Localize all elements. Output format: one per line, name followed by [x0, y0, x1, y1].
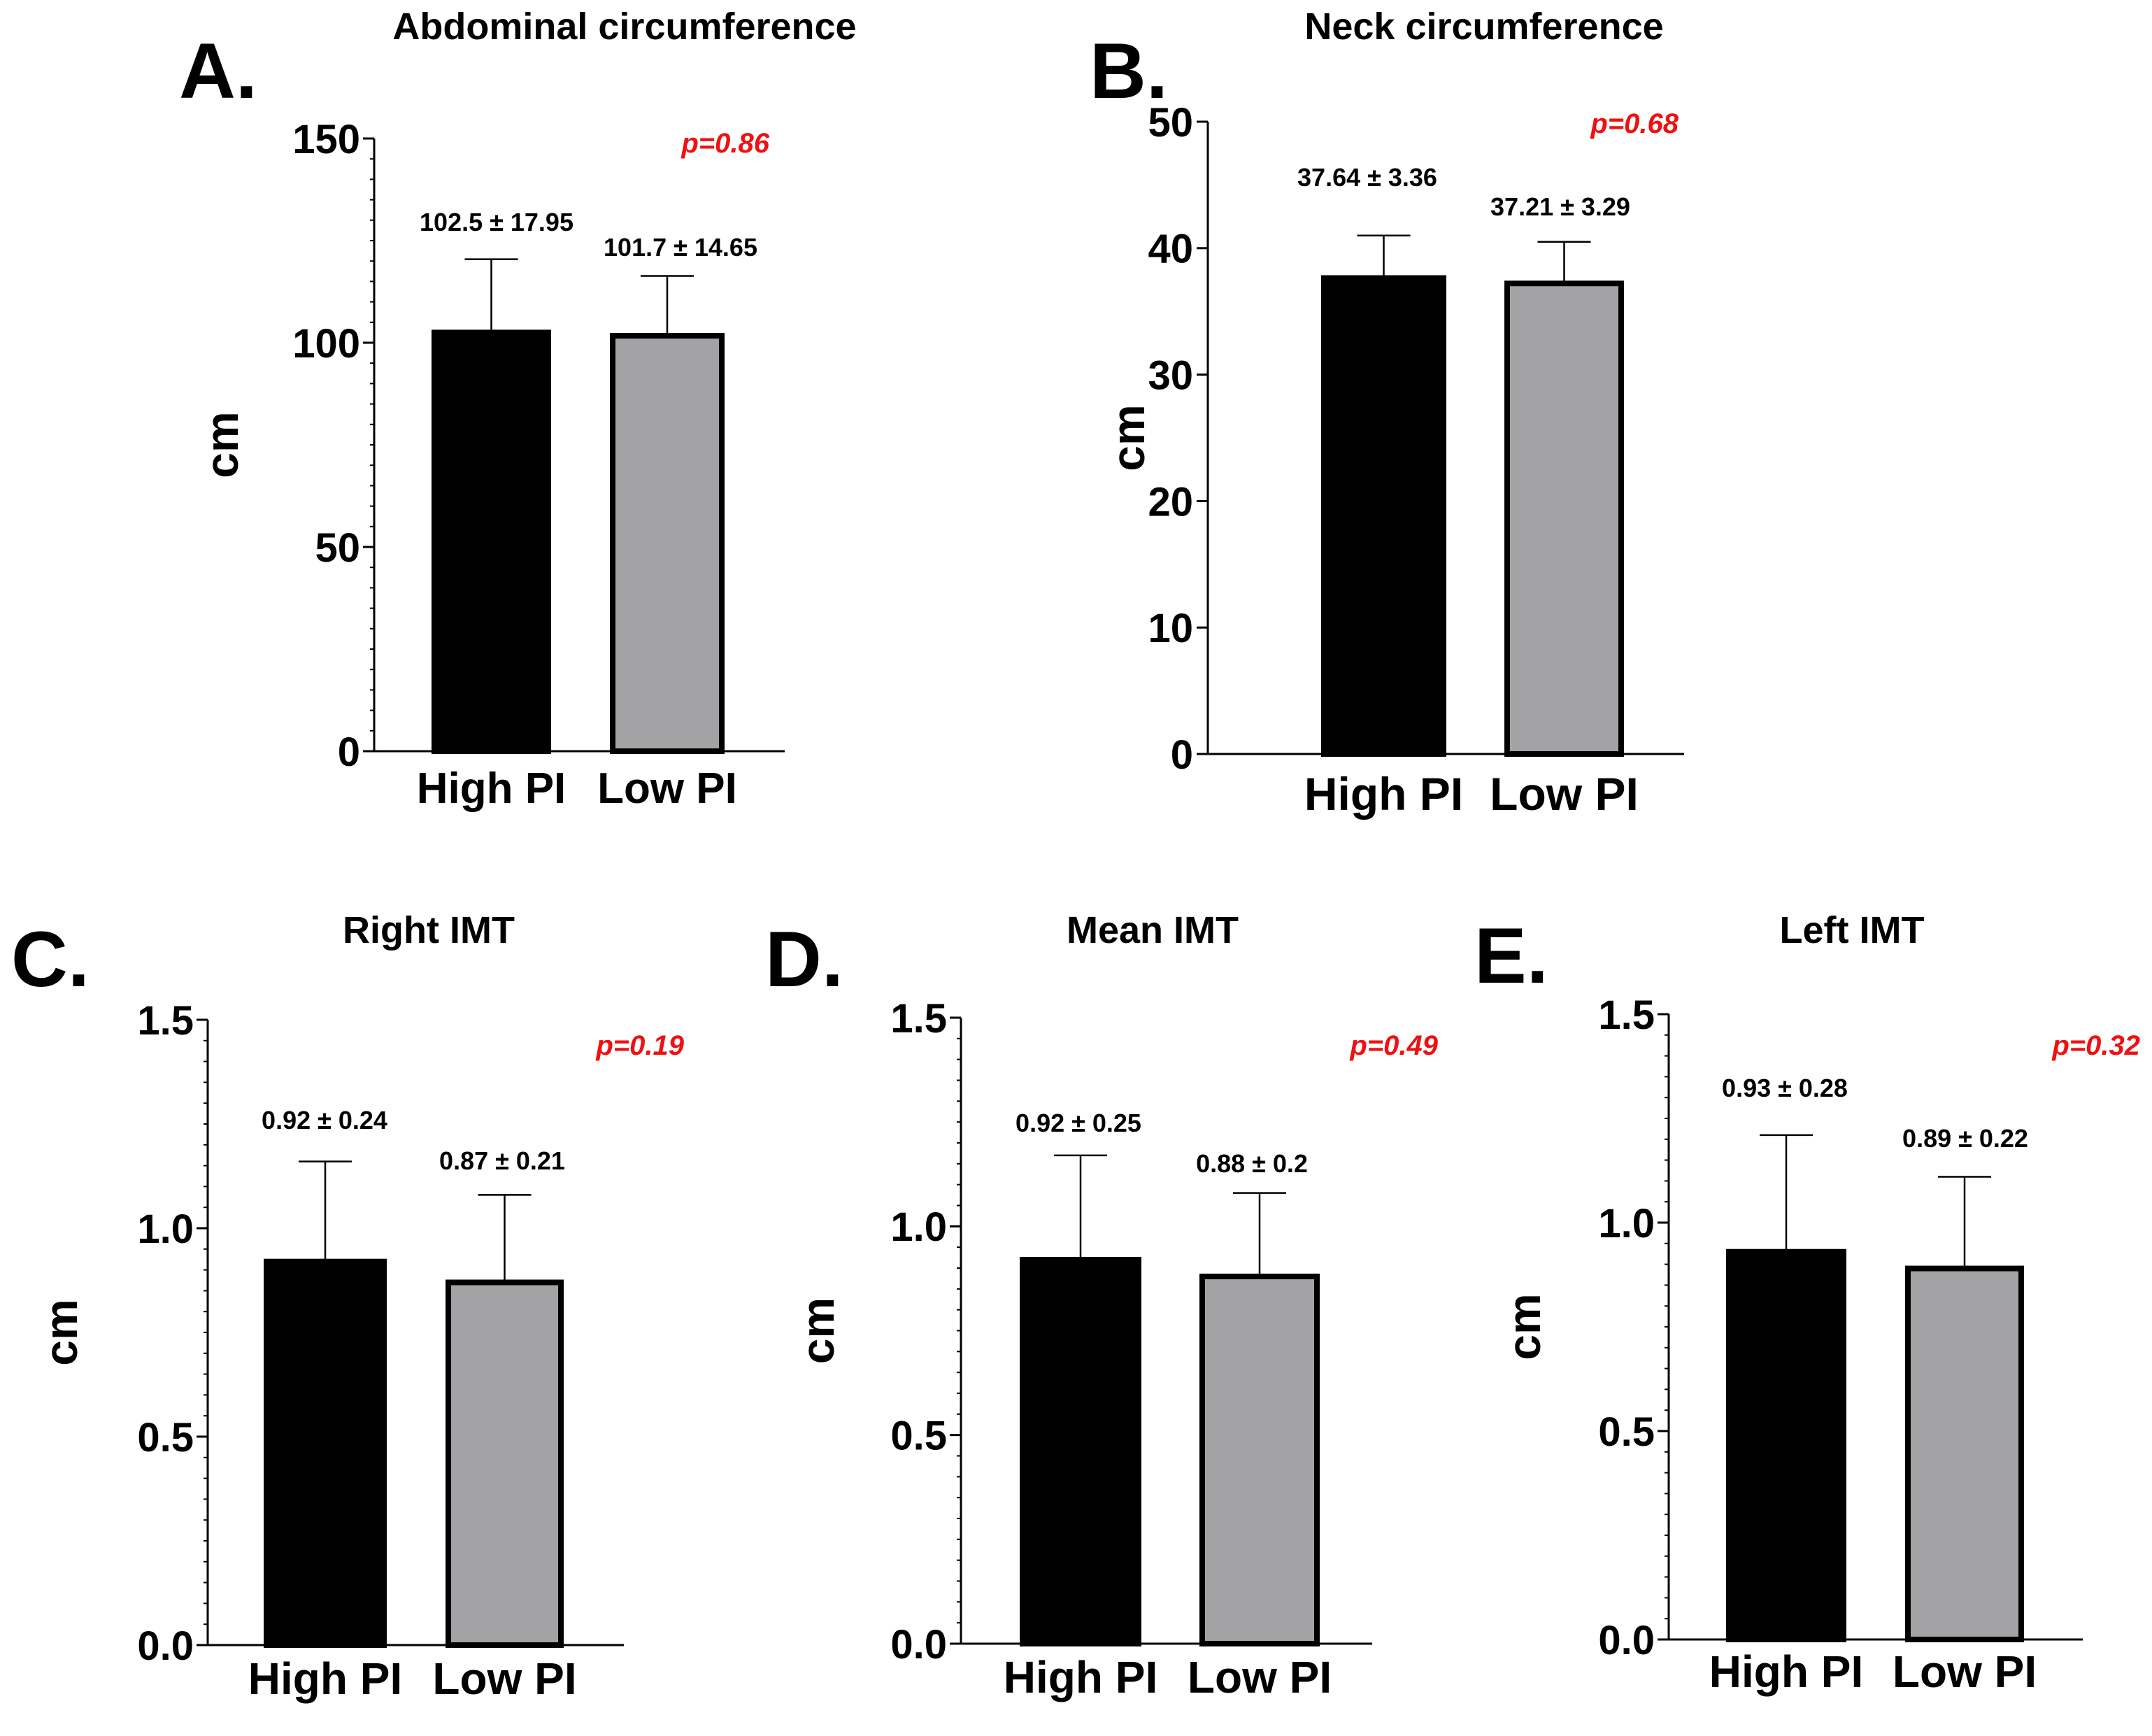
x-tick-label-high-pi: High PI [248, 1653, 402, 1704]
y-tick-label: 1.5 [890, 996, 947, 1041]
y-tick-label: 0.0 [1598, 1618, 1655, 1663]
x-tick-label-low-pi: Low PI [1893, 1646, 2037, 1697]
bar-low-pi [1905, 1265, 2024, 1643]
bar-low-pi [1199, 1273, 1320, 1646]
chart-title: Left IMT [1780, 909, 1925, 951]
x-tick-label-high-pi: High PI [1709, 1646, 1863, 1697]
y-tick-label: 10 [1148, 606, 1193, 651]
y-tick-label: 0.5 [137, 1415, 194, 1460]
y-tick-label: 1.5 [137, 998, 194, 1044]
p-value: p=0.68 [1590, 108, 1679, 139]
x-tick-label-low-pi: Low PI [1188, 1652, 1332, 1702]
y-tick-label: 0 [338, 730, 360, 775]
y-tick-label: 50 [1148, 100, 1193, 145]
x-tick-label-high-pi: High PI [1304, 768, 1463, 820]
value-label-high-pi: 102.5 ± 17.95 [420, 208, 573, 236]
bar-low-pi [610, 333, 725, 754]
x-tick-label-low-pi: Low PI [432, 1653, 576, 1704]
chart-panel-a: A. Abdominal circumference cm 0 50 100 150 102.… [179, 6, 857, 813]
chart-panel-d: D. Mean IMT cm 0.0 0.5 1.0 1.5 0.92 ± 0.25 High … [765, 909, 1439, 1702]
y-tick-label: 1.0 [1598, 1201, 1655, 1246]
x-tick-label-low-pi: Low PI [597, 764, 737, 813]
bar-high-pi [1321, 275, 1446, 757]
value-label-high-pi: 0.92 ± 0.25 [1016, 1109, 1141, 1137]
y-tick-label: 0.5 [890, 1414, 947, 1459]
panel-label: B. [1090, 27, 1168, 115]
x-tick-label-high-pi: High PI [417, 764, 566, 813]
y-tick-label: 40 [1148, 227, 1193, 272]
chart-title: Neck circumference [1304, 6, 1663, 48]
value-label-low-pi: 0.88 ± 0.2 [1196, 1149, 1308, 1178]
chart-title: Abdominal circumference [392, 6, 856, 48]
p-value: p=0.49 [1349, 1030, 1438, 1061]
y-tick-label: 150 [292, 117, 360, 162]
y-tick-label: 1.0 [137, 1207, 194, 1252]
y-tick-label: 50 [315, 525, 360, 571]
value-label-high-pi: 37.64 ± 3.36 [1297, 163, 1437, 192]
y-tick-label: 1.0 [890, 1204, 947, 1250]
p-value: p=0.32 [2051, 1030, 2140, 1061]
y-axis-label: cm [792, 1297, 843, 1364]
y-axis-label: cm [196, 411, 248, 478]
y-tick-label: 0.0 [137, 1623, 194, 1669]
bar-high-pi [432, 329, 551, 754]
p-value: p=0.19 [595, 1030, 684, 1061]
chart-panel-e: E. Left IMT cm 0.0 0.5 1.0 1.5 0.93 ± 0.28 High … [1474, 909, 2140, 1697]
y-tick-label: 1.5 [1598, 992, 1655, 1038]
value-label-low-pi: 0.87 ± 0.21 [439, 1146, 565, 1175]
p-value: p=0.86 [680, 128, 769, 159]
y-axis-label: cm [35, 1299, 87, 1365]
chart-panel-b: B. Neck circumference cm 0 10 20 30 40 50 37.64 ±… [1090, 6, 1684, 820]
panel-label: D. [765, 916, 843, 1003]
value-label-low-pi: 101.7 ± 14.65 [604, 233, 757, 262]
bar-high-pi [1726, 1248, 1846, 1642]
chart-title: Right IMT [343, 909, 515, 951]
value-label-high-pi: 0.92 ± 0.24 [262, 1106, 387, 1134]
y-axis-label: cm [1498, 1293, 1550, 1360]
y-tick-label: 20 [1148, 479, 1193, 525]
y-tick-label: 0.5 [1598, 1409, 1655, 1455]
y-tick-label: 0.0 [890, 1622, 947, 1667]
value-label-low-pi: 0.89 ± 0.22 [1902, 1124, 2028, 1153]
panel-label: C. [11, 916, 90, 1003]
value-label-low-pi: 37.21 ± 3.29 [1490, 192, 1630, 221]
panel-label: A. [179, 27, 257, 115]
chart-panel-c: C. Right IMT cm 0.0 0.5 1.0 1.5 0.92 ± 0.24 High… [11, 909, 685, 1704]
bar-low-pi [446, 1279, 564, 1648]
y-axis-label: cm [1102, 404, 1154, 471]
x-tick-label-high-pi: High PI [1004, 1652, 1157, 1702]
y-tick-label: 0 [1171, 732, 1193, 778]
bar-high-pi [264, 1258, 387, 1649]
x-tick-label-low-pi: Low PI [1490, 768, 1639, 820]
y-tick-label: 30 [1148, 353, 1193, 398]
value-label-high-pi: 0.93 ± 0.28 [1722, 1074, 1848, 1102]
bar-high-pi [1020, 1257, 1141, 1646]
bar-low-pi [1504, 280, 1624, 757]
panel-label: E. [1474, 912, 1548, 999]
chart-title: Mean IMT [1067, 909, 1239, 951]
y-tick-label: 100 [292, 321, 360, 367]
